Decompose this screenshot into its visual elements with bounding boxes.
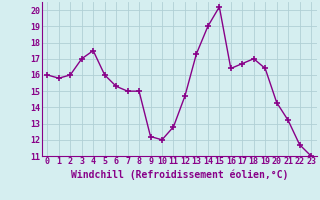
X-axis label: Windchill (Refroidissement éolien,°C): Windchill (Refroidissement éolien,°C) bbox=[70, 169, 288, 180]
